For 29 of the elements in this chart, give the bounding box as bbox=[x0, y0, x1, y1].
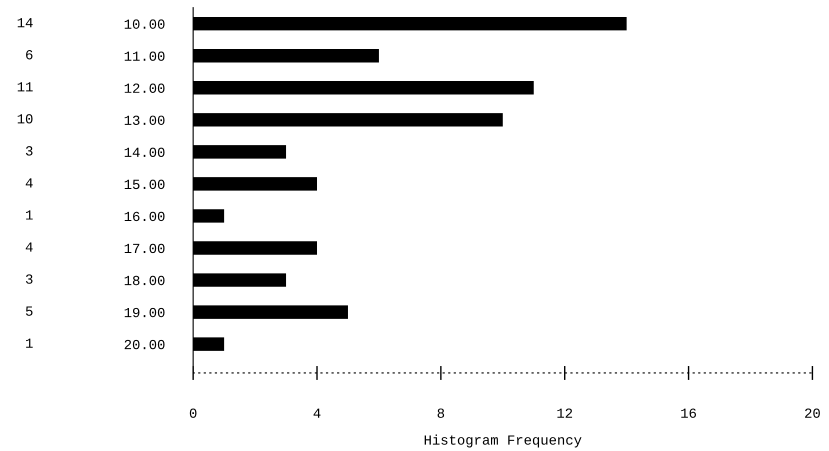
x-axis-title: Histogram Frequency bbox=[424, 434, 582, 448]
x-tick-label: 16 bbox=[681, 408, 696, 418]
data-label: 3 bbox=[26, 146, 33, 156]
data-label: 6 bbox=[26, 50, 32, 60]
data-label: 10 bbox=[18, 114, 33, 124]
data-label: 4 bbox=[26, 178, 33, 188]
x-tick-label: 8 bbox=[438, 408, 444, 418]
y-tick-label: 15.00 bbox=[124, 180, 165, 190]
data-label: 4 bbox=[26, 242, 33, 252]
y-tick-label: 16.00 bbox=[124, 212, 165, 222]
y-tick-label: 10.00 bbox=[124, 19, 165, 29]
y-tick-label: 12.00 bbox=[124, 84, 165, 93]
y-tick-label: 13.00 bbox=[124, 116, 165, 125]
x-tick-label: 20 bbox=[805, 408, 820, 418]
y-tick-label: 17.00 bbox=[124, 244, 165, 254]
x-tick-label: 0 bbox=[190, 408, 196, 418]
y-tick-label: 18.00 bbox=[124, 276, 165, 286]
y-tick-label: 20.00 bbox=[124, 340, 165, 350]
data-label: 1 bbox=[26, 338, 33, 348]
data-label: 1 bbox=[26, 210, 33, 220]
y-tick-label: 11.00 bbox=[124, 51, 165, 61]
data-label: 11 bbox=[18, 82, 33, 92]
x-tick-label: 12 bbox=[557, 408, 572, 418]
data-label: 5 bbox=[26, 306, 33, 316]
y-tick-label: 19.00 bbox=[124, 308, 165, 318]
y-tick-label: 14.00 bbox=[124, 148, 165, 158]
x-tick-label: 4 bbox=[314, 408, 320, 418]
data-label: 3 bbox=[26, 274, 33, 284]
data-label: 14 bbox=[18, 18, 33, 28]
